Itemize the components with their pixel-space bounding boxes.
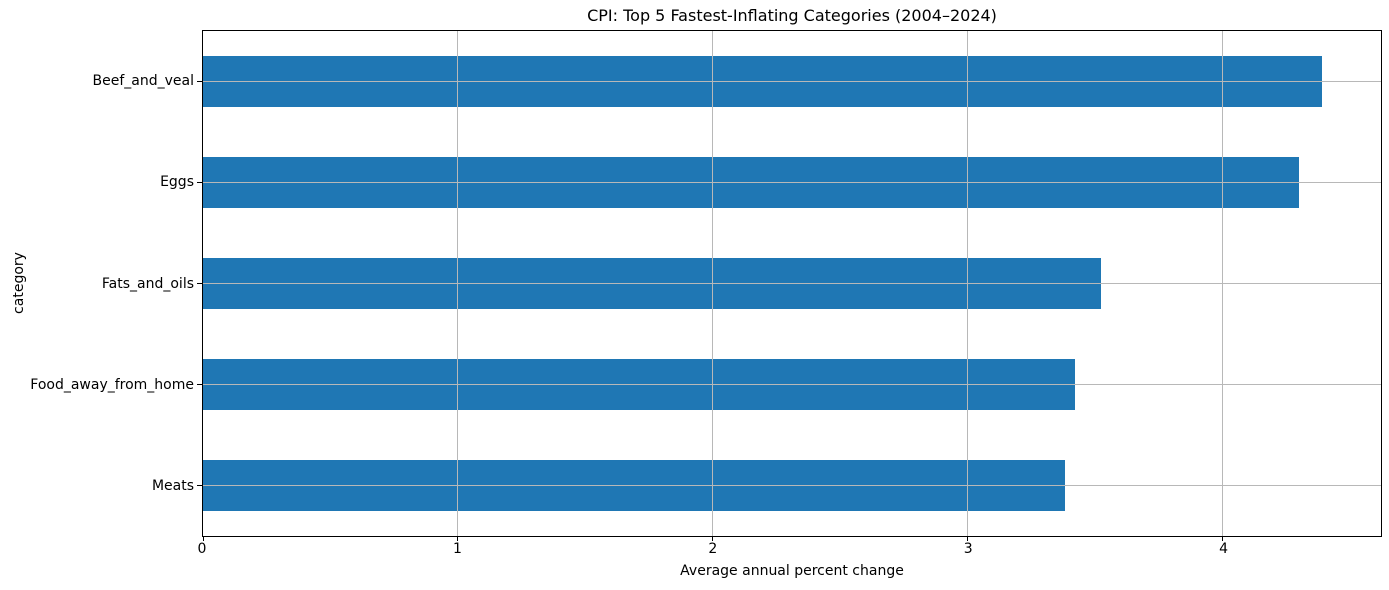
y-tick-label-fats_and_oils: Fats_and_oils: [101, 275, 194, 292]
y-tick-mark-fats_and_oils: [197, 283, 202, 284]
chart-title: CPI: Top 5 Fastest-Inflating Categories …: [587, 6, 997, 25]
bar-beef_and_veal: [203, 56, 1323, 107]
x-tick-mark-2: [712, 536, 714, 541]
bars-layer: [203, 31, 1381, 536]
y-tick-mark-beef_and_veal: [197, 81, 202, 82]
x-tick-label-0: 0: [197, 541, 207, 557]
x-tick-label-1: 1: [452, 541, 462, 557]
plot-area: [197, 30, 1382, 541]
x-tick-label-3: 3: [963, 541, 973, 557]
x-tick-mark-3: [967, 536, 969, 541]
y-tick-labels: Beef_and_veal Eggs Fats_and_oils Food_away_…: [0, 30, 194, 537]
y-tick-label-meats: Meats: [151, 478, 194, 495]
x-tick-mark-4: [1222, 536, 1224, 541]
y-tick-label-food_away_from_home: Food_away_from_home: [30, 376, 194, 393]
x-tick-label-2: 2: [708, 541, 718, 557]
bar-meats: [203, 460, 1065, 511]
bar-food_away_from_home: [203, 359, 1076, 410]
x-tick-label-4: 4: [1219, 541, 1229, 557]
x-tick-mark-1: [457, 536, 459, 541]
bar-fats_and_oils: [203, 258, 1101, 309]
y-tick-mark-eggs: [197, 182, 202, 183]
x-tick-labels: 0 1 2 3 4: [198, 541, 1382, 559]
bar-eggs: [203, 157, 1300, 208]
x-axis-label: Average annual percent change: [680, 563, 904, 579]
y-tick-label-eggs: Eggs: [160, 174, 194, 191]
y-tick-mark-meats: [197, 485, 202, 486]
y-tick-mark-food_away_from_home: [197, 384, 202, 385]
y-tick-label-beef_and_veal: Beef_and_veal: [92, 72, 194, 89]
x-tick-mark-0: [202, 536, 204, 541]
